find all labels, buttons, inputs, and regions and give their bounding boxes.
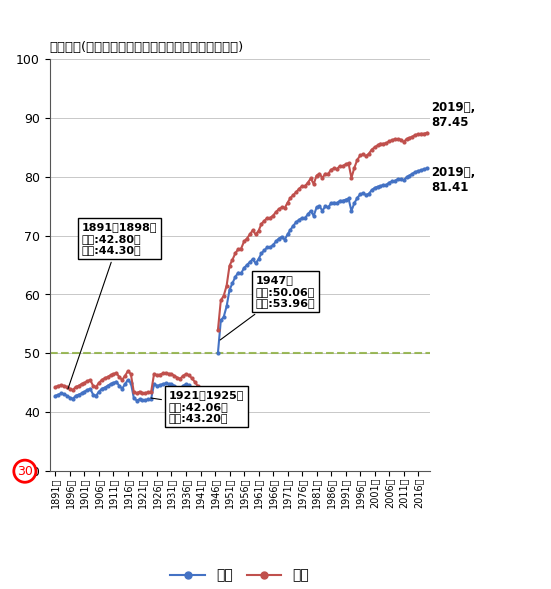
男性 bbox=[319, 207, 326, 214]
Text: 平均寿命(日本、戦前は完全生命表のみ・不連続、年): 平均寿命(日本、戦前は完全生命表のみ・不連続、年) bbox=[50, 41, 244, 54]
女性 bbox=[261, 217, 268, 224]
男性 bbox=[389, 178, 396, 185]
Line: 男性: 男性 bbox=[217, 167, 428, 355]
Line: 女性: 女性 bbox=[217, 131, 428, 332]
Text: 2019年,
81.41: 2019年, 81.41 bbox=[431, 166, 476, 194]
男性 bbox=[284, 231, 291, 238]
男性 bbox=[395, 176, 401, 183]
女性 bbox=[214, 326, 221, 333]
女性 bbox=[424, 130, 430, 137]
女性 bbox=[395, 135, 401, 143]
男性 bbox=[214, 349, 221, 356]
女性 bbox=[389, 137, 396, 144]
Text: 1891～1898年
男性:42.80年
女性:44.30年: 1891～1898年 男性:42.80年 女性:44.30年 bbox=[68, 222, 157, 389]
男性 bbox=[403, 174, 410, 181]
男性 bbox=[261, 247, 268, 254]
女性 bbox=[319, 174, 326, 181]
女性 bbox=[284, 199, 291, 206]
Text: 2019年,
87.45: 2019年, 87.45 bbox=[431, 101, 476, 129]
Text: 1921～1925年
男性:42.06年
女性:43.20年: 1921～1925年 男性:42.06年 女性:43.20年 bbox=[151, 390, 244, 423]
男性 bbox=[424, 165, 430, 172]
Legend: 男性, 女性: 男性, 女性 bbox=[165, 563, 315, 588]
Text: 1947年
男性:50.06年
女性:53.96年: 1947年 男性:50.06年 女性:53.96年 bbox=[220, 275, 315, 340]
Text: 30: 30 bbox=[17, 465, 33, 478]
女性 bbox=[403, 135, 410, 143]
